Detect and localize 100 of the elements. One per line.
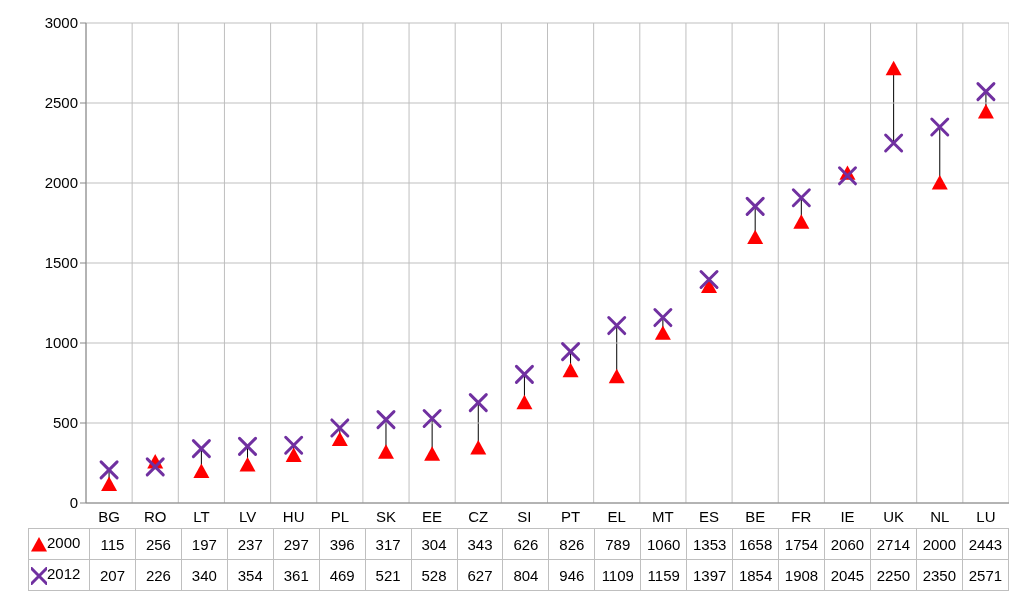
x-tick-label: PT [560,507,581,525]
point [837,166,857,186]
x-tick-label: SK [375,507,396,525]
point [516,394,533,410]
data-label: 317 [365,528,412,560]
point [145,457,165,477]
data-label: 2000 [916,528,963,560]
data-label: 1908 [778,559,825,591]
point [976,82,996,102]
point [977,104,994,119]
data-label: 627 [457,559,503,591]
x-tick-label: CZ [468,507,489,525]
data-label: 343 [457,528,503,560]
point [514,364,534,384]
x-tick-label: PL [330,507,349,525]
x-tick-label: SI [517,507,532,525]
point [239,457,256,472]
data-label: 1854 [732,559,779,591]
y-tick-label: 3000 [44,14,78,32]
data-label: 789 [594,528,641,560]
data-label: 946 [548,559,595,591]
legend-label: 2012 [47,565,81,583]
x-tick-label: BE [745,507,766,525]
data-label: 256 [135,528,182,560]
data-label: 826 [548,528,595,560]
y-tick-label: 500 [52,414,78,432]
x-tick-label: LU [976,507,996,525]
point [99,460,119,480]
data-label: 237 [227,528,274,560]
data-label: 2250 [870,559,917,591]
point [791,188,811,208]
point [377,444,394,459]
point [422,409,442,429]
x-tick-label: IE [840,507,855,525]
point [470,440,487,455]
x-tick-label: UK [883,507,905,525]
y-tick-label: 1500 [44,254,78,272]
x-tick-label: LV [238,507,257,525]
data-label: 1353 [686,528,733,560]
data-label: 207 [89,559,136,591]
data-label: 297 [273,528,320,560]
data-label: 197 [181,528,228,560]
y-tick-label: 2500 [44,94,78,112]
point [376,410,396,430]
data-label: 354 [227,559,274,591]
point [654,325,671,340]
point [607,316,627,336]
point [562,362,579,378]
point [608,368,625,384]
data-label: 1159 [640,559,687,591]
point [101,476,118,491]
data-label: 1658 [732,528,779,560]
data-label: 469 [319,559,366,591]
data-label: 304 [411,528,457,560]
x-tick-label: LT [193,507,210,525]
point [468,393,488,413]
y-tick-label: 0 [69,494,78,512]
point [747,229,764,245]
x-tick-label: BG [98,507,120,525]
x-tick-label: EE [422,507,443,525]
data-label: 2350 [916,559,963,591]
point [745,196,765,216]
data-label: 521 [365,559,412,591]
x-tick-label: HU [282,507,305,525]
point [330,418,350,438]
point [284,435,304,455]
point [884,133,904,153]
point [285,447,302,462]
data-label: 1754 [778,528,825,560]
point [699,269,719,289]
point [931,175,948,190]
x-tick-label: MT [652,507,674,525]
x-tick-label: NL [930,507,950,525]
y-tick-label: 2000 [44,174,78,192]
data-label: 1109 [594,559,641,591]
data-label: 626 [502,528,549,560]
data-label: 396 [319,528,366,560]
point [561,342,581,362]
x-tick-label: ES [699,507,720,525]
data-label: 804 [502,559,549,591]
point [653,308,673,328]
point [238,436,258,456]
x-tick-label: RO [143,507,167,525]
data-label: 1060 [640,528,687,560]
data-label: 2443 [962,528,1009,560]
point [191,439,211,459]
data-label: 361 [273,559,320,591]
data-label: 226 [135,559,182,591]
point [193,463,210,478]
point [793,214,810,229]
data-label: 2060 [824,528,871,560]
point [424,446,441,461]
point [885,60,902,76]
y-tick-label: 1000 [44,334,78,352]
data-label: 115 [89,528,136,560]
data-label: 340 [181,559,228,591]
data-label: 2714 [870,528,917,560]
data-label: 2571 [962,559,1009,591]
x-tick-label: FR [791,507,812,525]
data-label: 1397 [686,559,733,591]
